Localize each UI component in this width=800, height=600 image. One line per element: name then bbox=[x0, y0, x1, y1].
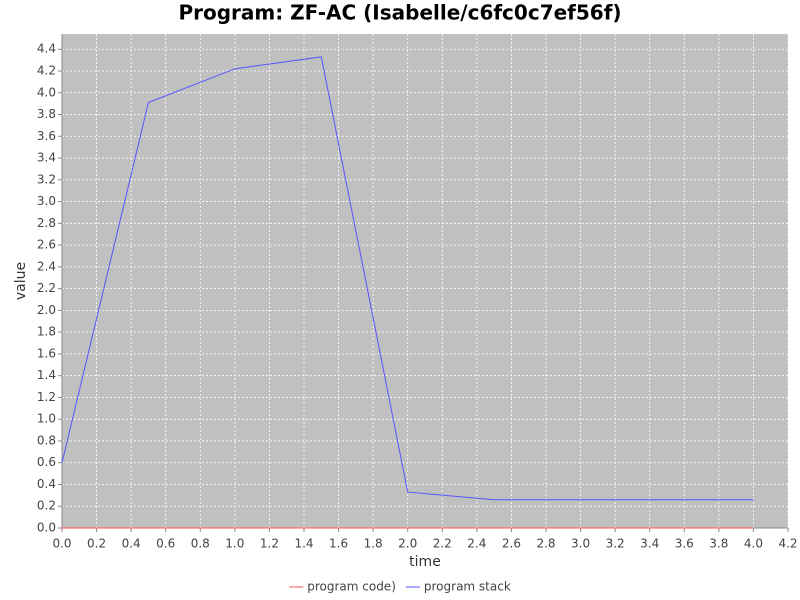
y-tick-label: 0.8 bbox=[37, 433, 56, 447]
y-axis-label: value bbox=[13, 262, 29, 300]
y-tick-label: 0.6 bbox=[37, 455, 56, 469]
x-tick-label: 2.0 bbox=[398, 537, 417, 551]
plot-area bbox=[62, 34, 788, 528]
x-tick-label: 2.2 bbox=[433, 537, 452, 551]
y-tick-label: 4.4 bbox=[37, 42, 56, 56]
legend: program code) program stack bbox=[289, 580, 511, 594]
x-tick-label: 0.0 bbox=[52, 537, 71, 551]
y-tick-label: 3.2 bbox=[37, 172, 56, 186]
y-tick-label: 2.4 bbox=[37, 259, 56, 273]
y-tick-label: 1.8 bbox=[37, 325, 56, 339]
chart-title: Program: ZF-AC (Isabelle/c6fc0c7ef56f) bbox=[178, 1, 621, 25]
legend-label: program stack bbox=[424, 580, 511, 594]
y-tick-label: 2.8 bbox=[37, 216, 56, 230]
y-tick-label: 4.0 bbox=[37, 85, 56, 99]
y-tick-label: 4.2 bbox=[37, 63, 56, 77]
x-tick-label: 0.6 bbox=[156, 537, 175, 551]
x-tick-label: 1.8 bbox=[364, 537, 383, 551]
y-tick-label: 2.2 bbox=[37, 281, 56, 295]
y-tick-label: 3.0 bbox=[37, 194, 56, 208]
x-axis-label: time bbox=[409, 554, 441, 570]
y-tick-label: 0.2 bbox=[37, 499, 56, 513]
y-tick-label: 1.0 bbox=[37, 412, 56, 426]
y-tick-label: 2.0 bbox=[37, 303, 56, 317]
legend-label: program code) bbox=[307, 580, 396, 594]
y-tick-label: 0.4 bbox=[37, 477, 56, 491]
x-tick-label: 0.8 bbox=[191, 537, 210, 551]
y-tick-label: 1.2 bbox=[37, 390, 56, 404]
series-line bbox=[61, 56, 754, 501]
x-tick-label: 3.2 bbox=[606, 537, 625, 551]
x-tick-label: 1.4 bbox=[294, 537, 313, 551]
x-tick-label: 3.0 bbox=[571, 537, 590, 551]
x-tick-label: 2.6 bbox=[502, 537, 521, 551]
x-tick-label: 4.2 bbox=[778, 537, 797, 551]
y-tick-label: 1.6 bbox=[37, 346, 56, 360]
x-tick-label: 1.2 bbox=[260, 537, 279, 551]
x-tick-label: 0.2 bbox=[87, 537, 106, 551]
y-tick-label: 3.8 bbox=[37, 107, 56, 121]
x-tick-label: 3.8 bbox=[709, 537, 728, 551]
x-tick-label: 3.6 bbox=[675, 537, 694, 551]
y-tick-label: 1.4 bbox=[37, 368, 56, 382]
y-tick-label: 0.0 bbox=[37, 521, 56, 535]
x-tick-label: 1.6 bbox=[329, 537, 348, 551]
y-tick-label: 3.4 bbox=[37, 151, 56, 165]
x-tick-label: 0.4 bbox=[122, 537, 141, 551]
x-tick-label: 4.0 bbox=[744, 537, 763, 551]
y-tick-label: 2.6 bbox=[37, 238, 56, 252]
x-tick-label: 3.4 bbox=[640, 537, 659, 551]
x-tick-label: 2.4 bbox=[467, 537, 486, 551]
x-tick-label: 1.0 bbox=[225, 537, 244, 551]
x-tick-label: 2.8 bbox=[536, 537, 555, 551]
y-tick-label: 3.6 bbox=[37, 129, 56, 143]
